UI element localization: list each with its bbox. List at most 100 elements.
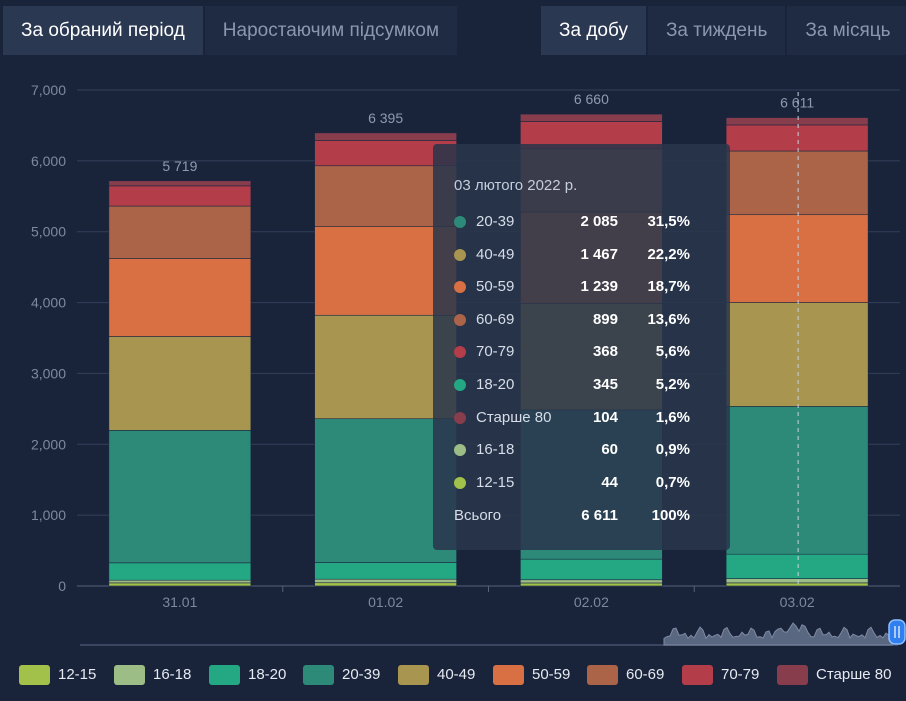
series-dot-icon <box>454 379 466 391</box>
bar-segment[interactable] <box>108 336 252 431</box>
tooltip-row: 20-39 2 085 31,5% <box>454 212 714 232</box>
bar-segment[interactable] <box>108 258 252 337</box>
y-tick-label: 1,000 <box>31 507 66 523</box>
bar-segment[interactable] <box>725 150 869 216</box>
tooltip-percent: 18,7% <box>647 278 690 296</box>
tooltip-series-name: 20-39 <box>476 213 515 230</box>
legend-swatch <box>209 665 240 685</box>
tooltip-percent: 13,6% <box>647 310 690 328</box>
bar-segment[interactable] <box>725 578 869 584</box>
bar-segment[interactable] <box>725 124 869 152</box>
legend-swatch <box>682 665 713 685</box>
x-tick-label: 01.02 <box>368 594 403 610</box>
y-tick-label: 6,000 <box>31 153 66 169</box>
bar-stack-01.02[interactable] <box>314 132 457 587</box>
tooltip-value: 2 085 <box>580 213 618 230</box>
series-dot-icon <box>454 476 466 489</box>
bar-segment[interactable] <box>725 302 869 407</box>
tab-daily[interactable]: За добу <box>541 6 646 55</box>
tooltip-date: 03 лютого 2022 р. <box>454 177 578 194</box>
bar-segment[interactable] <box>725 117 869 126</box>
bar-segment[interactable] <box>108 582 252 587</box>
y-tick-label: 7,000 <box>31 82 66 98</box>
bar-segment[interactable] <box>725 406 869 555</box>
y-tick-label: 2,000 <box>31 436 66 452</box>
tooltip-percent: 22,2% <box>647 245 690 263</box>
bar-segment[interactable] <box>108 185 252 207</box>
tooltip-row: 60-69 899 13,6% <box>454 310 714 330</box>
tooltip-total-row: Всього 6 611 100% <box>454 506 714 526</box>
tooltip-total-value: 6 611 <box>581 507 618 524</box>
bar-segment[interactable] <box>314 578 457 584</box>
legend-label: 20-39 <box>342 666 381 683</box>
tooltip-series-name: 60-69 <box>476 310 515 328</box>
range-navigator[interactable] <box>80 619 906 646</box>
bar-segment[interactable] <box>520 113 663 122</box>
bar-segment[interactable] <box>314 418 457 563</box>
legend-swatch <box>303 665 334 685</box>
bar-stack-31.01[interactable] <box>108 180 252 587</box>
bar-segment[interactable] <box>725 214 869 303</box>
bar-segment[interactable] <box>314 582 457 587</box>
bar-segment[interactable] <box>314 140 457 167</box>
bar-segment[interactable] <box>108 562 252 581</box>
bar-total-label: 5 719 <box>162 158 197 174</box>
tooltip-series-name: 70-79 <box>476 343 515 361</box>
bar-segment[interactable] <box>314 132 457 141</box>
bar-total-label: 6 660 <box>574 91 609 107</box>
y-tick-label: 4,000 <box>31 295 66 311</box>
tooltip-row: Старше 80 104 1,6% <box>454 408 714 428</box>
bar-stack-03.02[interactable] <box>725 117 869 587</box>
tab-cumulative[interactable]: Наростаючим підсумком <box>204 6 458 55</box>
bar-segment[interactable] <box>108 430 252 564</box>
tab-selected-period[interactable]: За обраний період <box>3 6 203 55</box>
series-dot-icon <box>454 444 466 457</box>
legend-label: Старше 80 <box>816 666 892 683</box>
tooltip-series-name: 40-49 <box>476 245 515 263</box>
bar-segment[interactable] <box>108 579 252 584</box>
legend-label: 50-59 <box>532 666 571 683</box>
tooltip-percent: 31,5% <box>647 213 690 230</box>
bar-segment[interactable] <box>108 180 252 187</box>
legend-swatch <box>587 665 618 685</box>
tooltip-series-name: 50-59 <box>476 278 515 296</box>
tooltip-percent: 5,2% <box>655 376 690 393</box>
y-tick-label: 3,000 <box>31 365 66 381</box>
legend-label: 70-79 <box>721 666 760 683</box>
navigator-handle[interactable] <box>888 619 906 645</box>
tooltip-percent: 1,6% <box>655 408 690 426</box>
tooltip-value: 368 <box>592 343 618 361</box>
legend-swatch <box>398 665 429 685</box>
chart-axes: 0 1,000 2,000 3,000 4,000 5,000 6,000 7,000 31.0… <box>31 82 815 610</box>
legend-swatch <box>114 665 145 685</box>
bar-segment[interactable] <box>314 562 457 580</box>
bar-segment[interactable] <box>108 205 252 259</box>
tooltip-total-label: Всього <box>454 507 502 524</box>
series-dot-icon <box>454 216 466 228</box>
y-tick-label: 0 <box>58 578 66 594</box>
bar-segment[interactable] <box>725 553 869 579</box>
tab-weekly[interactable]: За тиждень <box>647 6 786 55</box>
bar-segment[interactable] <box>314 314 457 420</box>
bar-segment[interactable] <box>725 582 869 587</box>
tooltip-series-name: 18-20 <box>476 376 515 393</box>
bar-segment[interactable] <box>520 579 663 584</box>
series-dot-icon <box>454 248 466 261</box>
bar-total-label: 6 395 <box>368 110 403 126</box>
tooltip-value: 345 <box>592 376 618 393</box>
bar-segment[interactable] <box>520 582 663 587</box>
series-dot-icon <box>454 313 466 326</box>
tab-monthly[interactable]: За місяць <box>787 6 906 55</box>
tooltip-row: 16-18 60 0,9% <box>454 440 714 460</box>
tooltip-row: 70-79 368 5,6% <box>454 342 714 362</box>
bar-segment[interactable] <box>520 558 663 581</box>
tooltip-row: 18-20 345 5,2% <box>454 375 714 395</box>
y-tick-label: 5,000 <box>31 224 66 240</box>
tooltip-series-name: 16-18 <box>476 441 515 459</box>
navigator-series-preview <box>663 622 893 646</box>
tooltip-value: 44 <box>601 473 618 491</box>
bar-segment[interactable] <box>314 226 457 316</box>
x-tick-label: 02.02 <box>574 594 609 610</box>
bar-segment[interactable] <box>314 165 457 227</box>
tooltip-row: 50-59 1 239 18,7% <box>454 277 714 297</box>
